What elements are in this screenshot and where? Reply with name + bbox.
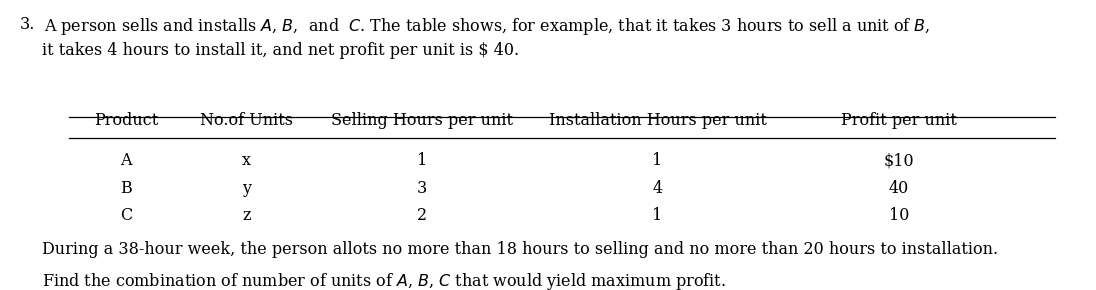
Text: y: y (242, 180, 251, 197)
Text: B: B (121, 180, 132, 197)
Text: 4: 4 (652, 180, 663, 197)
Text: 3: 3 (416, 180, 427, 197)
Text: 10: 10 (889, 207, 909, 224)
Text: 40: 40 (889, 180, 909, 197)
Text: A person sells and installs $A$, $B$,  and  $C$. The table shows, for example, t: A person sells and installs $A$, $B$, an… (44, 16, 931, 37)
Text: Product: Product (94, 112, 158, 129)
Text: Installation Hours per unit: Installation Hours per unit (549, 112, 766, 129)
Text: it takes 4 hours to install it, and net profit per unit is $ 40.: it takes 4 hours to install it, and net … (42, 42, 518, 59)
Text: 1: 1 (416, 152, 427, 169)
Text: A: A (121, 152, 132, 169)
Text: x: x (242, 152, 251, 169)
Text: z: z (242, 207, 251, 224)
Text: 1: 1 (652, 207, 663, 224)
Text: $10: $10 (883, 152, 914, 169)
Text: 1: 1 (652, 152, 663, 169)
Text: C: C (119, 207, 133, 224)
Text: No.of Units: No.of Units (201, 112, 293, 129)
Text: 3.: 3. (20, 16, 35, 33)
Text: Find the combination of number of units of $A$, $B$, $C$ that would yield maximu: Find the combination of number of units … (42, 271, 726, 290)
Text: Selling Hours per unit: Selling Hours per unit (331, 112, 513, 129)
Text: During a 38-hour week, the person allots no more than 18 hours to selling and no: During a 38-hour week, the person allots… (42, 241, 997, 258)
Text: 2: 2 (416, 207, 427, 224)
Text: Profit per unit: Profit per unit (841, 112, 957, 129)
